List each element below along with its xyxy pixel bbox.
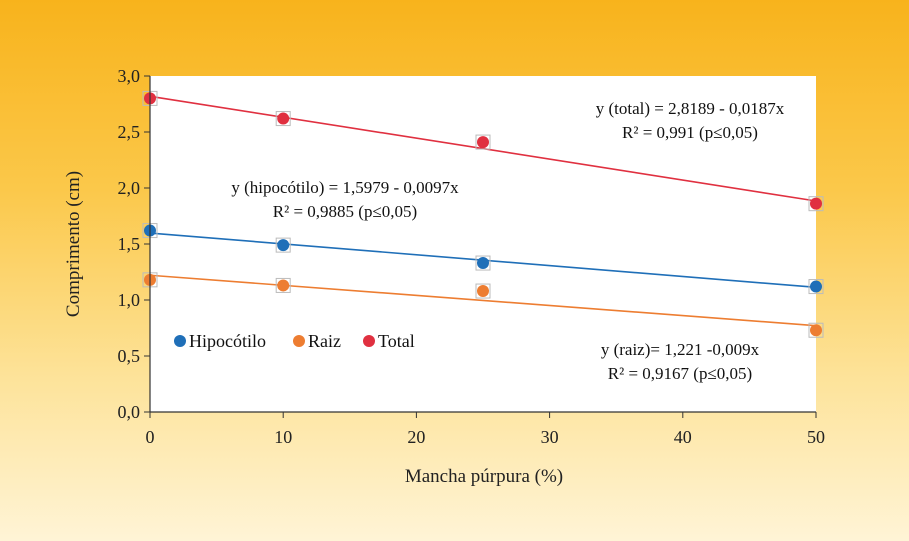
point-frame-total — [275, 111, 291, 127]
x-tick-label: 0 — [146, 427, 155, 447]
r2-raiz: R² = 0,9167 (p≤0,05) — [608, 364, 752, 383]
point-frame-total — [808, 196, 824, 212]
x-tick-label: 30 — [541, 427, 559, 447]
legend-marker-total — [363, 335, 375, 347]
legend-marker-raiz — [293, 335, 305, 347]
x-axis-title: Mancha púrpura (%) — [405, 466, 563, 487]
point-frame-hipocotilo — [275, 237, 291, 253]
y-axis-title: Comprimento (cm) — [63, 171, 84, 317]
point-hipocotilo — [810, 280, 822, 293]
point-raiz — [277, 279, 290, 292]
y-tick-label: 2,5 — [118, 122, 141, 142]
y-tick-label: 0,0 — [118, 402, 141, 422]
legend-label-total: Total — [378, 331, 415, 351]
point-hipocotilo — [477, 257, 489, 270]
point-frame-raiz — [808, 322, 824, 338]
x-tick-label: 50 — [807, 427, 825, 447]
point-frame-hipocotilo — [475, 255, 491, 271]
data-points — [142, 90, 824, 338]
point-frame-raiz — [275, 277, 291, 293]
point-total — [477, 136, 489, 149]
point-raiz — [810, 324, 822, 337]
point-total — [277, 112, 290, 125]
point-frame-total — [475, 134, 491, 150]
equation-total: y (total) = 2,8189 - 0,0187x — [596, 99, 785, 118]
point-frame-hipocotilo — [808, 279, 824, 295]
y-tick-label: 1,0 — [118, 290, 141, 310]
point-frame-raiz — [475, 283, 491, 299]
x-tick-label: 10 — [274, 427, 292, 447]
x-tick-label: 40 — [674, 427, 692, 447]
legend-marker-hipocotilo — [174, 335, 186, 347]
point-total — [810, 197, 822, 210]
axes: 0,0 0,5 1,0 1,5 2,0 2,5 3,0 0 10 20 30 40 50 — [118, 66, 826, 447]
y-tick-label: 1,5 — [118, 234, 141, 254]
point-raiz — [477, 285, 489, 298]
y-tick-label: 2,0 — [118, 178, 141, 198]
y-tick-label: 3,0 — [118, 66, 141, 86]
trend-line-raiz — [149, 274, 817, 327]
plot-area — [150, 76, 816, 412]
legend-label-raiz: Raiz — [308, 331, 341, 351]
x-tick-label: 20 — [407, 427, 425, 447]
y-tick-label: 0,5 — [118, 346, 141, 366]
legend: Hipocótilo Raiz Total — [174, 331, 415, 351]
point-hipocotilo — [277, 239, 290, 252]
equation-hipocotilo: y (hipocótilo) = 1,5979 - 0,0097x — [231, 178, 459, 197]
legend-label-hipocotilo: Hipocótilo — [189, 331, 266, 351]
r2-total: R² = 0,991 (p≤0,05) — [622, 123, 758, 142]
equation-raiz: y (raiz)= 1,221 -0,009x — [601, 340, 760, 359]
r2-hipocotilo: R² = 0,9885 (p≤0,05) — [273, 202, 417, 221]
